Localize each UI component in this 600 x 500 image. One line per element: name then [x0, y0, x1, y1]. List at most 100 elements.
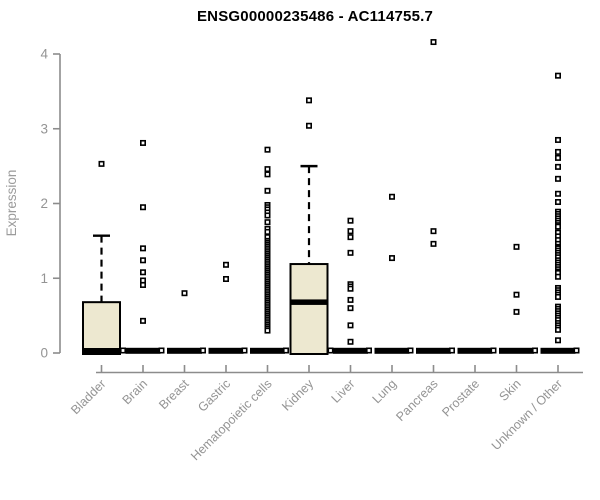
outlier-point: [158, 347, 165, 354]
median-bar: [290, 299, 328, 305]
chart-title: ENSG00000235486 - AC114755.7: [196, 8, 434, 25]
outlier-point: [140, 139, 147, 146]
x-tick-label: Brain: [120, 377, 151, 408]
x-tick-label: Skin: [497, 377, 524, 404]
outlier-point: [200, 347, 207, 354]
outlier-point: [347, 217, 354, 224]
outlier-point: [554, 148, 561, 155]
outlier-point: [554, 199, 561, 206]
outlier-point: [347, 285, 354, 292]
outlier-point: [223, 275, 230, 282]
zero-bar: [499, 347, 534, 354]
outlier-point: [347, 322, 354, 329]
outlier-point: [388, 255, 395, 262]
outlier-point: [554, 326, 561, 333]
outlier-point: [407, 347, 414, 354]
y-tick-label: 1: [40, 271, 48, 286]
outlier-point: [327, 347, 334, 354]
boxplot-gastric: [208, 261, 248, 354]
outlier-point: [347, 228, 354, 235]
outlier-point: [347, 234, 354, 241]
outlier-point: [347, 338, 354, 345]
outlier-point: [98, 160, 105, 167]
outlier-point: [264, 187, 271, 194]
outlier-point: [140, 245, 147, 252]
x-tick-label: Liver: [329, 377, 358, 406]
x-tick-label: Prostate: [439, 377, 482, 420]
outlier-point: [241, 347, 248, 354]
boxplot-liver: [333, 217, 372, 354]
zero-bar: [457, 347, 493, 354]
outlier-point: [140, 269, 147, 276]
boxplot-bladder: [82, 160, 127, 356]
outlier-point: [223, 261, 230, 268]
box: [82, 301, 121, 356]
outlier-point: [554, 175, 561, 182]
x-tick-label: Breast: [156, 376, 192, 412]
y-axis: 0 1 2 3 4: [40, 47, 61, 361]
outlier-point: [388, 193, 395, 200]
y-tick-label: 0: [40, 346, 48, 361]
x-tick-label: Gastric: [195, 377, 233, 415]
outlier-point: [347, 249, 354, 256]
outlier-point: [554, 273, 561, 280]
x-tick-label: Hematopoietic cells: [188, 377, 275, 464]
zero-bar: [125, 347, 161, 354]
x-tick-label: Lung: [370, 377, 400, 407]
boxplot-unknown-other: [540, 72, 580, 354]
outlier-point: [264, 171, 271, 178]
y-tick-label: 2: [40, 196, 48, 211]
outlier-point: [140, 257, 147, 264]
zero-bar: [208, 347, 244, 354]
outlier-point: [264, 146, 271, 153]
boxplot-pancreas: [416, 39, 455, 354]
y-tick-label: 3: [40, 121, 48, 136]
outlier-point: [264, 327, 271, 334]
zero-bar: [333, 347, 368, 354]
outlier-point: [347, 296, 354, 303]
outlier-point: [264, 228, 271, 235]
outlier-point: [554, 293, 561, 300]
box: [289, 263, 329, 355]
outlier-point: [430, 39, 437, 46]
outlier-point: [554, 190, 561, 197]
outlier-point: [554, 163, 561, 170]
boxplot-lung: [374, 193, 414, 354]
outlier-point: [264, 212, 271, 219]
outlier-point: [347, 305, 354, 312]
outlier-point: [430, 228, 437, 235]
outlier-point: [181, 290, 188, 297]
outlier-point: [305, 122, 312, 129]
outlier-point: [490, 347, 497, 354]
outlier-point: [554, 223, 561, 230]
y-axis-title: Expression: [4, 170, 19, 237]
outlier-point: [513, 308, 520, 315]
outlier-point: [513, 243, 520, 250]
outlier-point: [448, 347, 455, 354]
outlier-point: [140, 281, 147, 288]
x-tick-label: Unknown / Other: [489, 377, 565, 453]
outlier-point: [513, 291, 520, 298]
outlier-point: [554, 136, 561, 143]
outlier-point: [305, 97, 312, 104]
x-tick-label: Pancreas: [393, 377, 440, 424]
outlier-point: [140, 204, 147, 211]
boxplot-hematopoietic-cells: [250, 146, 289, 354]
boxplot-skin: [499, 243, 538, 354]
zero-bar: [374, 347, 410, 354]
outlier-point: [365, 347, 372, 354]
zero-bar: [416, 347, 451, 354]
outlier-point: [282, 347, 289, 354]
outlier-point: [140, 317, 147, 324]
outlier-point: [554, 154, 561, 161]
outlier-point: [531, 347, 538, 354]
x-tick-label: Bladder: [68, 377, 108, 417]
outlier-point: [430, 240, 437, 247]
boxplot-brain: [125, 139, 165, 354]
boxplot-prostate: [457, 347, 497, 354]
x-tick-label: Kidney: [279, 376, 316, 413]
zero-bar: [540, 347, 576, 354]
